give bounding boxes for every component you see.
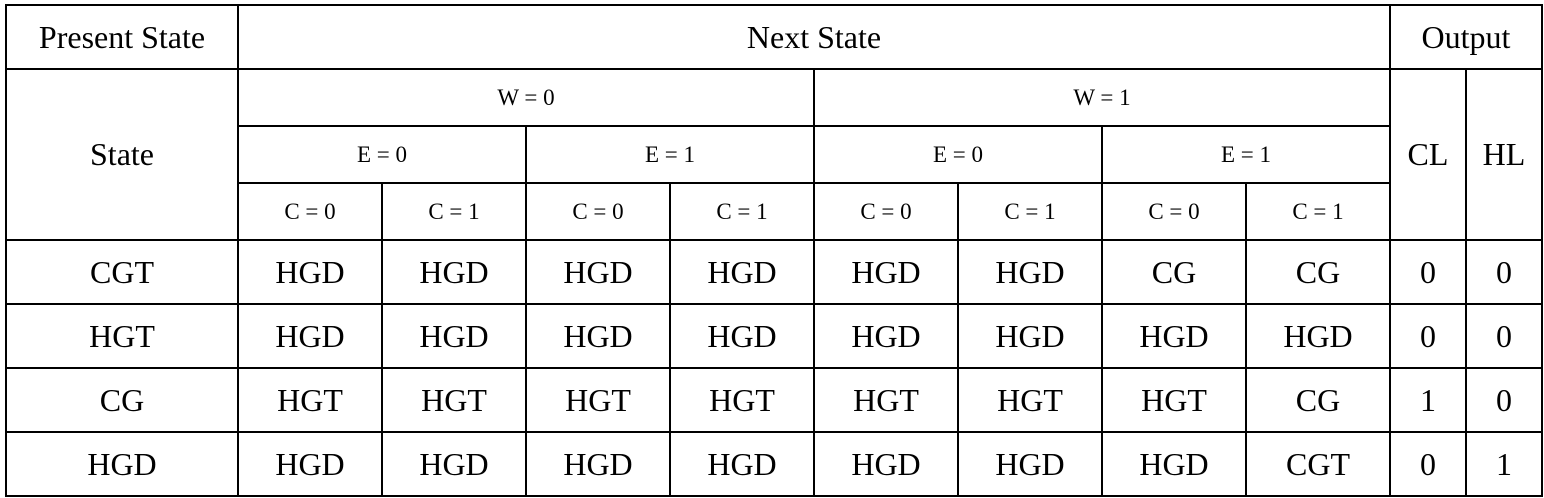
next-state-cell: HGD [813, 431, 959, 497]
hl-output-cell: 0 [1465, 239, 1543, 305]
header-row-c: C = 0 C = 1 C = 0 C = 1 C = 0 C = 1 C = … [6, 182, 1542, 241]
next-state-cell: HGD [1101, 431, 1247, 497]
next-state-cell: HGD [957, 431, 1103, 497]
next-state-cell: HGT [237, 367, 383, 433]
e-header: E = 1 [525, 125, 815, 184]
c-header: C = 1 [381, 182, 527, 241]
next-state-cell: HGD [381, 431, 527, 497]
c-header: C = 0 [525, 182, 671, 241]
c-header: C = 1 [957, 182, 1103, 241]
present-state-cell: HGT [5, 303, 239, 369]
cl-output-cell: 1 [1389, 367, 1467, 433]
e-header: E = 0 [237, 125, 527, 184]
present-state-header: Present State [5, 4, 239, 70]
next-state-cell: HGD [813, 239, 959, 305]
cl-header: CL [1389, 68, 1467, 241]
next-state-cell: HGD [669, 303, 815, 369]
table-row: HGD HGD HGD HGD HGD HGD HGD HGD CGT 0 1 [5, 431, 1543, 497]
next-state-cell: HGD [957, 303, 1103, 369]
next-state-cell: HGD [237, 431, 383, 497]
next-state-cell: CG [1245, 367, 1391, 433]
c-header: C = 0 [1101, 182, 1247, 241]
c-header: C = 0 [237, 182, 383, 241]
next-state-cell: HGD [381, 303, 527, 369]
next-state-cell: HGT [1101, 367, 1247, 433]
next-state-cell: HGD [525, 239, 671, 305]
next-state-cell: CG [1101, 239, 1247, 305]
next-state-cell: HGT [525, 367, 671, 433]
cl-output-cell: 0 [1389, 431, 1467, 497]
next-state-cell: CGT [1245, 431, 1391, 497]
header-row-main: Present State Next State Output [5, 4, 1543, 70]
table-row: CGT HGD HGD HGD HGD HGD HGD CG CG 0 0 [5, 239, 1543, 305]
c-header: C = 1 [1245, 182, 1391, 241]
next-state-cell: HGD [1245, 303, 1391, 369]
hl-output-cell: 0 [1465, 303, 1543, 369]
header-row-w: State W = 0 W = 1 CL HL [5, 68, 1543, 241]
state-column-header: State [5, 68, 239, 241]
cl-output-cell: 0 [1389, 239, 1467, 305]
next-state-cell: HGD [669, 431, 815, 497]
next-state-cell: HGT [381, 367, 527, 433]
e-header: E = 0 [813, 125, 1103, 184]
next-state-cell: HGT [813, 367, 959, 433]
output-header: Output [1389, 4, 1543, 70]
hl-output-cell: 1 [1465, 431, 1543, 497]
next-state-cell: CG [1245, 239, 1391, 305]
next-state-cell: HGD [237, 239, 383, 305]
c-header: C = 0 [813, 182, 959, 241]
next-state-cell: HGD [1101, 303, 1247, 369]
e-header: E = 1 [1101, 125, 1391, 184]
next-state-cell: HGD [525, 431, 671, 497]
hl-output-cell: 0 [1465, 367, 1543, 433]
hl-header: HL [1465, 68, 1543, 241]
next-state-cell: HGD [957, 239, 1103, 305]
next-state-cell: HGD [525, 303, 671, 369]
next-state-header: Next State [237, 4, 1391, 70]
next-state-cell: HGD [669, 239, 815, 305]
next-state-cell: HGT [957, 367, 1103, 433]
cl-output-cell: 0 [1389, 303, 1467, 369]
table-row: HGT HGD HGD HGD HGD HGD HGD HGD HGD 0 0 [5, 303, 1543, 369]
present-state-cell: HGD [5, 431, 239, 497]
w1-header: W = 1 [813, 68, 1391, 127]
next-state-cell: HGD [237, 303, 383, 369]
present-state-cell: CG [5, 367, 239, 433]
w0-header: W = 0 [237, 68, 815, 127]
next-state-cell: HGD [381, 239, 527, 305]
state-transition-table: Present State Next State Output State W … [5, 4, 1543, 497]
next-state-cell: HGD [813, 303, 959, 369]
header-row-e: E = 0 E = 1 E = 0 E = 1 [6, 125, 1542, 184]
present-state-cell: CGT [5, 239, 239, 305]
table-row: CG HGT HGT HGT HGT HGT HGT HGT CG 1 0 [5, 367, 1543, 433]
c-header: C = 1 [669, 182, 815, 241]
next-state-cell: HGT [669, 367, 815, 433]
